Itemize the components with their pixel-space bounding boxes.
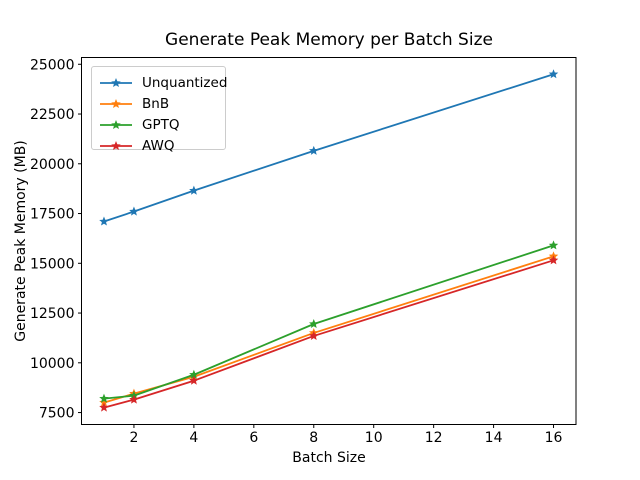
legend-line-sample	[100, 119, 132, 129]
star-marker-icon	[129, 394, 139, 404]
legend-line-sample	[100, 98, 132, 108]
series-line	[103, 244, 555, 400]
series-unquantized	[99, 69, 559, 226]
y-tick-label: 10000	[30, 356, 75, 372]
x-tick-label: 12	[425, 430, 443, 446]
star-marker-icon	[189, 369, 199, 379]
star-marker-icon	[99, 397, 109, 407]
legend-label: BnB	[142, 95, 170, 112]
star-marker-icon	[309, 330, 319, 340]
y-tick-label: 15000	[30, 256, 75, 272]
y-tick-label: 12500	[30, 306, 75, 322]
star-marker-icon	[111, 140, 121, 150]
star-marker-icon	[548, 240, 559, 250]
star-marker-icon	[99, 402, 109, 412]
legend-label: GPTQ	[142, 116, 180, 133]
y-axis-ticks: 7500 10000 12500 15000 17500 20000 22500 25000	[30, 57, 82, 422]
y-tick-label: 17500	[30, 207, 75, 223]
star-marker-icon	[189, 375, 199, 385]
y-tick-label: 25000	[30, 57, 75, 73]
x-tick-label: 6	[249, 430, 258, 446]
series-line	[103, 255, 555, 404]
chart-title: Generate Peak Memory per Batch Size	[165, 30, 493, 50]
legend-item-gptq: GPTQ	[99, 114, 225, 135]
y-tick-label: 7500	[39, 406, 75, 422]
star-marker-icon	[111, 77, 121, 87]
star-marker-icon	[111, 119, 121, 129]
series-awq	[99, 255, 559, 412]
x-tick-label: 4	[189, 430, 198, 446]
star-marker-icon	[548, 69, 559, 79]
star-marker-icon	[99, 216, 109, 226]
series-gptq	[99, 240, 559, 403]
x-tick-label: 8	[309, 430, 318, 446]
y-tick-label: 20000	[30, 157, 75, 173]
legend-label: Unquantized	[142, 74, 228, 91]
legend-line-sample	[100, 77, 132, 87]
star-marker-icon	[309, 318, 319, 329]
series-line	[103, 259, 555, 409]
x-tick-label: 10	[365, 430, 383, 446]
x-axis-label: Batch Size	[292, 450, 366, 466]
star-marker-icon	[111, 98, 121, 108]
x-tick-label: 2	[129, 430, 138, 446]
star-marker-icon	[548, 255, 559, 265]
legend-label: AWQ	[142, 137, 175, 154]
star-marker-icon	[99, 393, 109, 403]
legend-item-unquantized: Unquantized	[99, 72, 228, 93]
legend-line-sample	[100, 140, 132, 150]
x-axis-ticks: 2 4 6 8 10 12 14 16	[129, 424, 563, 446]
axes-frame	[81, 57, 577, 425]
legend: Unquantized BnB GPTQ AWQ	[91, 66, 228, 154]
star-marker-icon	[189, 185, 199, 195]
star-marker-icon	[129, 206, 139, 216]
legend-item-awq: AWQ	[99, 135, 225, 156]
star-marker-icon	[309, 145, 319, 155]
legend-item-bnb: BnB	[99, 93, 225, 114]
x-tick-label: 16	[545, 430, 563, 446]
y-tick-label: 22500	[30, 107, 75, 123]
x-tick-label: 14	[485, 430, 503, 446]
